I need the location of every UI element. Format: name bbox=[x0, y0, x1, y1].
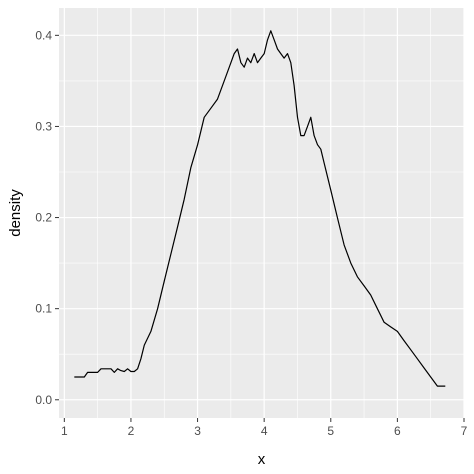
y-axis-ticks: 0.0 0.1 0.2 0.3 0.4 bbox=[35, 28, 59, 407]
y-tick-label: 0.0 bbox=[35, 393, 52, 407]
plot-panel bbox=[59, 8, 464, 418]
x-tick-label: 7 bbox=[461, 424, 468, 438]
x-tick-label: 6 bbox=[394, 424, 401, 438]
y-tick-label: 0.4 bbox=[35, 28, 52, 42]
x-tick-label: 4 bbox=[261, 424, 268, 438]
y-tick-label: 0.1 bbox=[35, 302, 52, 316]
major-gridlines bbox=[59, 8, 465, 418]
density-line bbox=[74, 30, 446, 387]
x-tick-label: 1 bbox=[61, 424, 68, 438]
y-tick-label: 0.3 bbox=[35, 119, 52, 133]
x-tick-label: 2 bbox=[128, 424, 135, 438]
x-axis-ticks: 1 2 3 4 5 6 7 bbox=[61, 418, 468, 438]
x-tick-label: 5 bbox=[327, 424, 334, 438]
x-axis-title: x bbox=[258, 451, 266, 468]
x-tick-label: 3 bbox=[194, 424, 201, 438]
y-tick-label: 0.2 bbox=[35, 211, 52, 225]
y-axis-title: density bbox=[7, 189, 24, 237]
minor-gridlines bbox=[59, 8, 464, 418]
